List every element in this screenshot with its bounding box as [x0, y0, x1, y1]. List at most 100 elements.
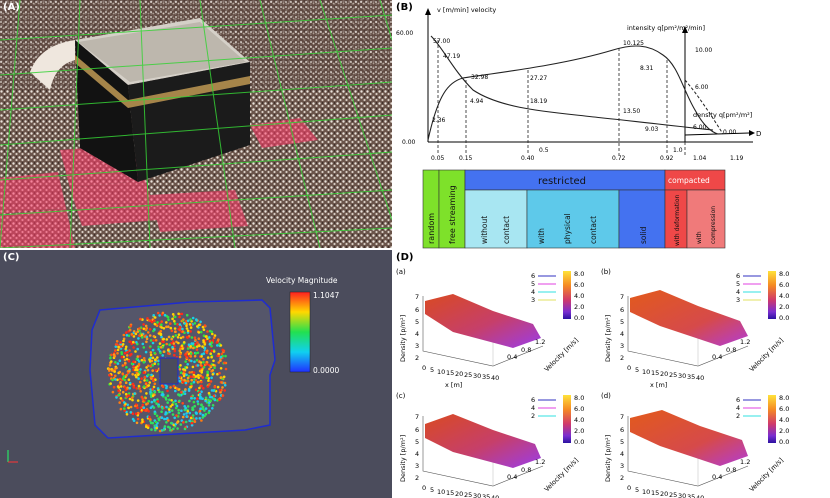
- colorbar-tick: 8.0: [574, 270, 584, 278]
- colorbar-tick: 4.0: [779, 416, 789, 424]
- agent-dot: [124, 361, 127, 365]
- agent-dot: [186, 363, 189, 366]
- v-tick: 1.2: [535, 458, 545, 466]
- velocity-axis-arrow: [425, 8, 431, 15]
- agent-dot: [149, 390, 152, 394]
- agent-dot: [150, 373, 153, 377]
- velocity-curve: [430, 35, 714, 131]
- agent-dot: [190, 378, 193, 382]
- colorbar-tick: 4.0: [779, 292, 789, 300]
- agent-dot: [152, 319, 156, 323]
- agent-dot: [185, 373, 188, 377]
- colorbar-tick: 2.0: [574, 427, 584, 435]
- agent-dot: [140, 395, 144, 399]
- x-tick: 10: [437, 368, 445, 376]
- agent-dot: [121, 377, 125, 380]
- density-surface: [425, 294, 541, 348]
- agent-dot: [114, 349, 117, 352]
- axes-frame: [422, 296, 544, 367]
- z-tick: 6: [620, 426, 624, 434]
- value-label: 9.03: [645, 126, 659, 133]
- agent-dot: [182, 413, 186, 416]
- panel-c: Velocity Magnitude 1.1047 0.0000 (C): [0, 250, 392, 498]
- agent-dot: [175, 414, 178, 417]
- agent-dot: [151, 341, 155, 345]
- agent-dot: [149, 339, 153, 342]
- agent-dot: [128, 387, 131, 390]
- agent-dot: [153, 398, 156, 402]
- v-tick: 1.2: [535, 338, 545, 346]
- z-tick: 7: [620, 413, 624, 421]
- agent-dot: [134, 368, 137, 372]
- x-tick: 20: [660, 490, 668, 498]
- compacted-label: compacted: [668, 176, 710, 185]
- agent-dot: [141, 418, 144, 421]
- agent-dot: [152, 385, 156, 389]
- agent-dot: [142, 406, 146, 409]
- agent-dot: [121, 399, 124, 402]
- agent-dot: [199, 395, 202, 399]
- x-tick: 40: [696, 374, 704, 382]
- agent-dot: [153, 382, 157, 386]
- agent-dot: [109, 356, 112, 360]
- agent-dot: [144, 409, 148, 412]
- z-tick: 4: [620, 330, 624, 338]
- agent-dot: [188, 419, 191, 422]
- velocity-colorbar: [289, 291, 311, 373]
- agent-dot: [166, 315, 170, 319]
- agent-dot: [219, 355, 223, 359]
- agent-dot: [146, 317, 149, 320]
- x-tick: 5: [635, 366, 639, 374]
- solid-label: solid: [639, 226, 648, 244]
- agent-dot: [194, 352, 198, 355]
- x-tick: 0.05: [431, 155, 445, 162]
- agent-dot: [156, 321, 159, 324]
- agent-dot: [117, 393, 121, 397]
- z-tick: 5: [620, 438, 624, 446]
- agent-dot: [108, 374, 111, 377]
- colorbar-tick: 6.0: [779, 405, 789, 413]
- density-surfaces: (a) 7 6 5 4 3 2 0 5 10 15 20 25 30 35 40…: [396, 268, 789, 498]
- agent-dot: [115, 396, 118, 399]
- agent-dot: [145, 366, 148, 369]
- velocity-axis-label: Velocity [m/s]: [543, 336, 580, 373]
- agent-dot: [195, 417, 198, 420]
- agent-dot: [165, 321, 168, 324]
- agent-dot: [177, 411, 181, 415]
- agent-dot: [186, 405, 190, 408]
- v-tick: 1.2: [740, 338, 750, 346]
- agent-dot: [180, 378, 183, 382]
- agent-dot: [142, 357, 146, 360]
- agent-dot: [205, 376, 208, 379]
- agent-dot: [123, 351, 127, 355]
- agent-dot: [153, 412, 157, 415]
- agent-dot: [165, 325, 168, 329]
- value-label: 27.27: [530, 75, 547, 82]
- agent-dot: [128, 349, 131, 352]
- agent-dot: [147, 373, 150, 377]
- agent-dot: [136, 355, 140, 358]
- agent-dot: [189, 355, 193, 358]
- agent-dot: [205, 335, 208, 338]
- agent-dot: [137, 360, 141, 363]
- agent-dot: [150, 400, 154, 404]
- agent-dot: [174, 334, 178, 337]
- agent-dot: [189, 352, 193, 355]
- agent-dot: [189, 330, 192, 333]
- agent-dot: [173, 349, 177, 353]
- agent-dot: [193, 404, 196, 408]
- agent-dot: [204, 399, 207, 403]
- agent-dot: [177, 408, 180, 412]
- agent-dot: [168, 410, 171, 414]
- z-tick: 6: [415, 426, 419, 434]
- agent-dot: [184, 420, 188, 424]
- agent-dot: [177, 341, 180, 345]
- agent-dot: [207, 401, 211, 404]
- agent-dot: [121, 364, 125, 367]
- agent-dot: [161, 354, 164, 357]
- agent-dot: [160, 323, 163, 326]
- agent-dot: [124, 392, 128, 396]
- agent-dot: [200, 390, 203, 393]
- colorbar-tick: 0.0: [779, 438, 789, 446]
- agent-dot: [138, 327, 141, 330]
